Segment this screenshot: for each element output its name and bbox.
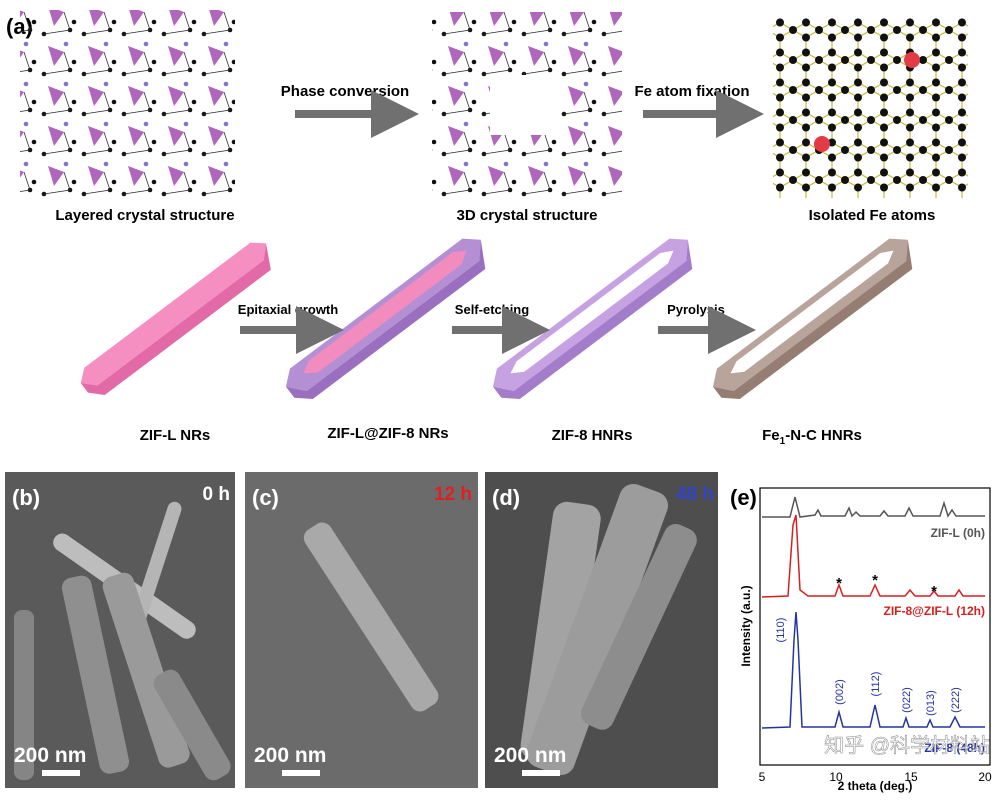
scale-label: 200 nm	[14, 744, 86, 767]
scale-bar	[522, 770, 560, 776]
peak-label: (222)	[950, 687, 962, 713]
product-label: ZIF-L NRs	[140, 427, 211, 444]
trace-label: ZIF-L (0h)	[931, 526, 985, 540]
peak-label: (110)	[775, 618, 787, 643]
x-tick-label: 20	[978, 770, 992, 784]
scale-bar	[282, 770, 320, 776]
asterisk: *	[872, 572, 878, 589]
graphene-illustration	[773, 18, 968, 198]
x-tick-label: 15	[904, 770, 918, 784]
arrow-label: Self-etching	[455, 302, 529, 317]
peak-label: (013)	[925, 690, 937, 716]
plot-frame	[759, 487, 991, 766]
trace-label: ZIF-8@ZIF-L (12h)	[884, 604, 985, 618]
scale-label: 200 nm	[494, 744, 566, 767]
scale-bar	[42, 770, 80, 776]
time-label: 0 h	[203, 484, 230, 505]
product-label: Fe1-N-C HNRs	[762, 427, 862, 447]
asterisk: *	[931, 583, 937, 600]
peak-label: (002)	[834, 679, 846, 705]
product-label: ZIF-8 HNRs	[552, 427, 633, 444]
xrd-trace	[761, 611, 985, 729]
panel-label: (d)	[492, 485, 520, 510]
x-tick-label: 10	[829, 770, 843, 784]
rod-hollow	[492, 238, 693, 399]
time-label: 48 h	[676, 484, 714, 505]
panel-label: (c)	[252, 485, 279, 510]
fe-atom	[814, 136, 830, 152]
peak-label: (112)	[870, 672, 882, 697]
watermark: 知乎 @科学材料站	[824, 734, 990, 757]
xrd-trace	[761, 514, 985, 598]
trace-label: ZIF-8 (48h)	[924, 741, 985, 755]
x-axis-label: 2 theta (deg.)	[838, 779, 913, 793]
rod-carbonized	[712, 238, 913, 399]
fe-atom	[904, 52, 920, 68]
pore	[490, 75, 560, 135]
rod-core-shell	[285, 238, 486, 399]
scale-label: 200 nm	[254, 744, 326, 767]
structure-caption: Layered crystal structure	[55, 207, 234, 224]
time-label: 12 h	[434, 484, 472, 505]
y-axis-label: Intensity (a.u.)	[739, 585, 753, 666]
sem-panel-b	[5, 472, 235, 788]
product-label: ZIF-L@ZIF-8 NRs	[327, 425, 448, 442]
peak-label: (022)	[901, 687, 913, 713]
sem-panel-d	[485, 472, 718, 788]
sem-panel-c	[245, 472, 478, 788]
arrow-label: Pyrolysis	[667, 302, 725, 317]
xrd-trace	[762, 496, 985, 518]
arrow-label: Fe atom fixation	[634, 83, 749, 100]
panel-label: (b)	[12, 485, 40, 510]
arrow-label: Epitaxial growth	[238, 302, 338, 317]
arrow-label: Phase conversion	[281, 83, 409, 100]
structure-caption: 3D crystal structure	[457, 207, 598, 224]
structure-caption: Isolated Fe atoms	[809, 207, 936, 224]
layered-structure-illustration	[20, 10, 235, 200]
asterisk: *	[836, 575, 842, 592]
panel-label: (e)	[730, 485, 757, 510]
rod-zif-l	[80, 242, 271, 395]
x-tick-label: 5	[759, 770, 766, 784]
